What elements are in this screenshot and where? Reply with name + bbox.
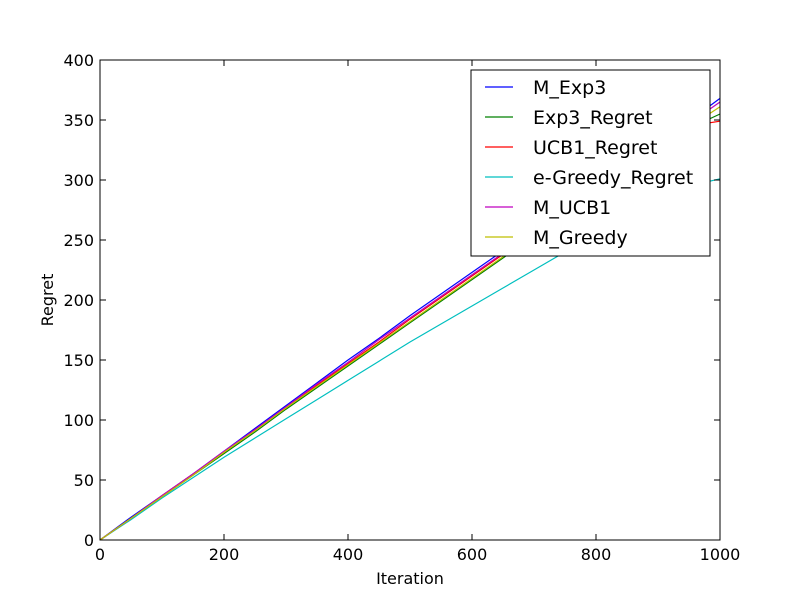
y-tick-label: 400 — [63, 51, 94, 70]
x-tick-label: 600 — [457, 545, 488, 564]
y-tick-label: 150 — [63, 351, 94, 370]
ticks-layer: 0 200 400 600 800 1000 0 50 100 150 200 250 300 350 40… — [63, 51, 740, 564]
x-tick-label: 400 — [333, 545, 364, 564]
legend-label-3: e-Greedy_Regret — [533, 167, 693, 189]
x-tick-label: 0 — [95, 545, 105, 564]
legend-label-4: M_UCB1 — [533, 197, 611, 219]
x-tick-label: 200 — [209, 545, 240, 564]
y-tick-label: 250 — [63, 231, 94, 250]
y-tick-label: 350 — [63, 111, 94, 130]
x-tick-label: 1000 — [700, 545, 741, 564]
x-tick-label: 800 — [581, 545, 612, 564]
y-tick-label: 300 — [63, 171, 94, 190]
legend-label-5: M_Greedy — [533, 227, 628, 249]
legend-label-1: Exp3_Regret — [533, 107, 653, 129]
plot-frame — [99, 59, 721, 541]
legend-label-2: UCB1_Regret — [533, 137, 657, 159]
y-axis-label: Regret — [38, 274, 57, 327]
legend-box — [470, 69, 711, 257]
y-tick-label: 0 — [84, 531, 94, 550]
legend-label-0: M_Exp3 — [533, 77, 606, 99]
x-axis-label: Iteration — [376, 569, 444, 588]
legend: M_Exp3 Exp3_Regret UCB1_Regret e-Greedy_Reg… — [470, 69, 711, 257]
y-tick-label: 50 — [74, 471, 94, 490]
y-tick-label: 100 — [63, 411, 94, 430]
y-tick-label: 200 — [63, 291, 94, 310]
